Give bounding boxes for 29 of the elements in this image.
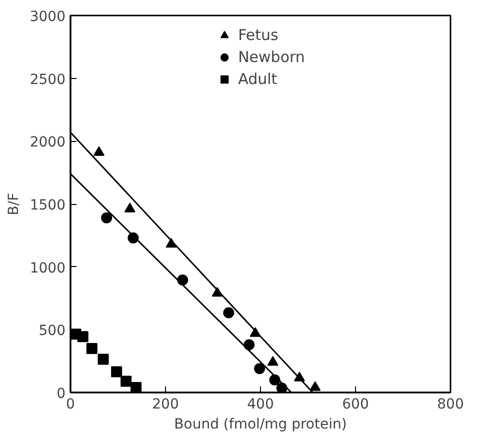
y-tick-label: 0 <box>56 386 66 402</box>
point <box>120 376 132 387</box>
point <box>77 331 88 342</box>
point <box>94 146 104 156</box>
point <box>130 382 142 392</box>
point <box>267 356 278 366</box>
point <box>101 212 112 224</box>
y-axis-title: B/F <box>6 192 22 216</box>
point <box>254 363 266 374</box>
x-tick-label: 600 <box>342 396 369 412</box>
point <box>111 366 122 378</box>
legend-label: Adult <box>238 70 278 88</box>
point <box>86 343 98 354</box>
legend-label: Newborn <box>238 48 305 66</box>
x-tick-label: 200 <box>152 396 179 412</box>
y-tick-label: 2500 <box>30 72 66 88</box>
point <box>124 202 136 212</box>
point <box>223 307 234 318</box>
x-tick-label: 800 <box>437 396 464 412</box>
y-tick-label: 500 <box>38 323 66 340</box>
point <box>310 381 321 391</box>
legend-label: Fetus <box>238 26 278 44</box>
point <box>98 354 109 365</box>
x-tick-label: 400 <box>247 396 274 412</box>
y-tick-label: 2000 <box>30 134 66 151</box>
x-axis-title: Bound (fmol/mg protein) <box>174 416 347 432</box>
y-tick-label: 1500 <box>30 198 66 214</box>
y-tick-label: 3000 <box>30 9 66 25</box>
y-tick-label: 1000 <box>30 260 66 276</box>
